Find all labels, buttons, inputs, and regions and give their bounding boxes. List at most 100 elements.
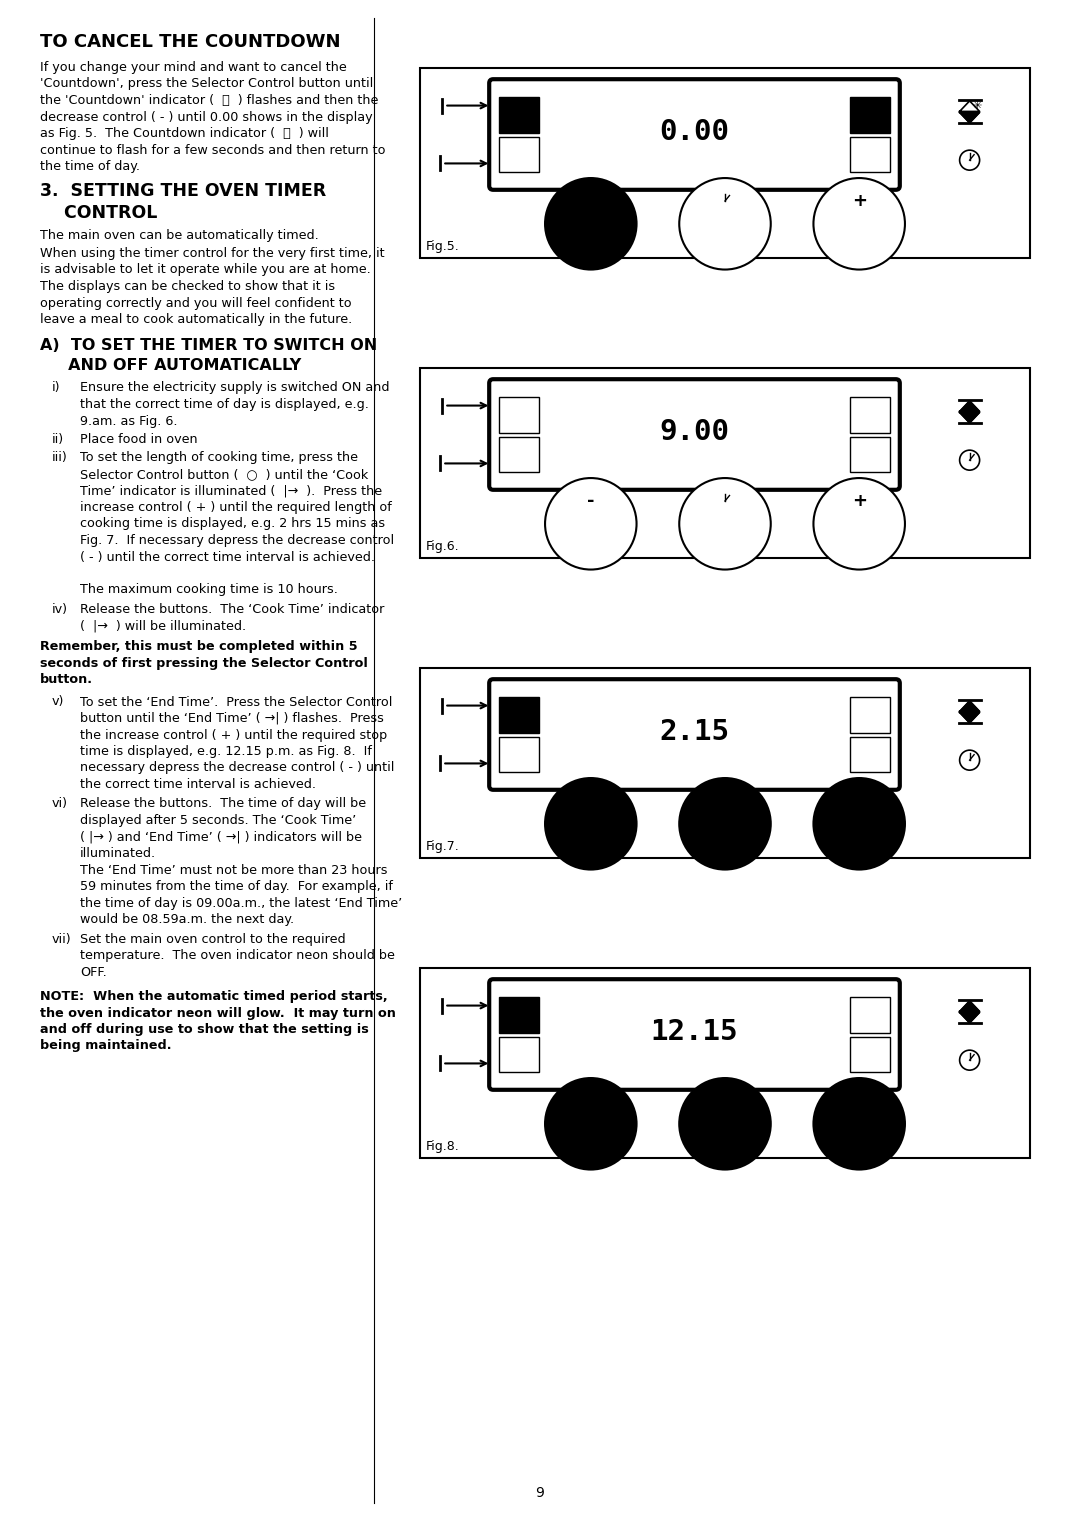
Circle shape bbox=[545, 478, 636, 570]
Circle shape bbox=[715, 792, 735, 811]
Circle shape bbox=[545, 778, 636, 869]
Bar bbox=[499, 996, 540, 1033]
Text: the oven indicator neon will glow.  It may turn on: the oven indicator neon will glow. It ma… bbox=[40, 1007, 396, 1019]
Circle shape bbox=[679, 179, 771, 269]
Text: Fig. 7.  If necessary depress the decrease control: Fig. 7. If necessary depress the decreas… bbox=[80, 533, 394, 547]
Text: 'Countdown', press the Selector Control button until: 'Countdown', press the Selector Control … bbox=[40, 78, 374, 90]
Text: The main oven can be automatically timed.: The main oven can be automatically timed… bbox=[40, 229, 319, 243]
Bar bbox=[499, 1036, 540, 1073]
Text: 9: 9 bbox=[536, 1487, 544, 1500]
Bar bbox=[499, 397, 540, 432]
Polygon shape bbox=[960, 413, 980, 423]
Text: TO CANCEL THE COUNTDOWN: TO CANCEL THE COUNTDOWN bbox=[40, 34, 340, 50]
Text: If you change your mind and want to cancel the: If you change your mind and want to canc… bbox=[40, 61, 347, 73]
Text: ii): ii) bbox=[52, 432, 64, 446]
Text: +: + bbox=[852, 193, 867, 209]
Text: operating correctly and you will feel confident to: operating correctly and you will feel co… bbox=[40, 296, 352, 310]
Polygon shape bbox=[960, 1013, 980, 1022]
Text: the correct time interval is achieved.: the correct time interval is achieved. bbox=[80, 778, 316, 792]
Text: decrease control ( - ) until 0.00 shows in the display: decrease control ( - ) until 0.00 shows … bbox=[40, 110, 373, 124]
Text: the 'Countdown' indicator (  ⧖  ) flashes and then the: the 'Countdown' indicator ( ⧖ ) flashes … bbox=[40, 95, 378, 107]
Text: iv): iv) bbox=[52, 604, 68, 616]
Text: NOTE:  When the automatic timed period starts,: NOTE: When the automatic timed period st… bbox=[40, 990, 388, 1002]
Polygon shape bbox=[960, 400, 980, 411]
Text: -: - bbox=[588, 792, 595, 810]
Text: Set the main oven control to the required: Set the main oven control to the require… bbox=[80, 932, 346, 946]
Bar bbox=[499, 96, 540, 133]
Text: being maintained.: being maintained. bbox=[40, 1039, 172, 1053]
Bar bbox=[850, 736, 890, 773]
Bar bbox=[499, 697, 540, 732]
Bar bbox=[850, 996, 890, 1033]
Circle shape bbox=[960, 1050, 980, 1070]
Text: the increase control ( + ) until the required stop: the increase control ( + ) until the req… bbox=[80, 729, 388, 741]
Text: OFF.: OFF. bbox=[80, 966, 107, 978]
Text: 3.  SETTING THE OVEN TIMER: 3. SETTING THE OVEN TIMER bbox=[40, 182, 326, 200]
Circle shape bbox=[715, 1091, 735, 1111]
Text: Fig.5.: Fig.5. bbox=[426, 240, 460, 254]
Bar bbox=[850, 437, 890, 472]
Text: +: + bbox=[852, 1093, 867, 1109]
Circle shape bbox=[960, 750, 980, 770]
Text: time is displayed, e.g. 12.15 p.m. as Fig. 8.  If: time is displayed, e.g. 12.15 p.m. as Fi… bbox=[80, 746, 372, 758]
FancyBboxPatch shape bbox=[489, 79, 900, 189]
FancyBboxPatch shape bbox=[489, 379, 900, 490]
Text: increase control ( + ) until the required length of: increase control ( + ) until the require… bbox=[80, 501, 392, 513]
Text: v): v) bbox=[52, 695, 65, 709]
Text: +: + bbox=[852, 792, 867, 810]
Text: iii): iii) bbox=[52, 451, 68, 465]
Text: the time of day is 09.00a.m., the latest ‘End Time’: the time of day is 09.00a.m., the latest… bbox=[80, 897, 402, 909]
Text: is advisable to let it operate while you are at home.: is advisable to let it operate while you… bbox=[40, 263, 370, 277]
Text: Remember, this must be completed within 5: Remember, this must be completed within … bbox=[40, 640, 357, 652]
Bar bbox=[420, 969, 1030, 1158]
Text: i): i) bbox=[52, 382, 60, 394]
Text: Place food in oven: Place food in oven bbox=[80, 432, 198, 446]
Text: button until the ‘End Time’ ( →| ) flashes.  Press: button until the ‘End Time’ ( →| ) flash… bbox=[80, 712, 383, 724]
Polygon shape bbox=[960, 1001, 980, 1012]
Text: The ‘End Time’ must not be more than 23 hours: The ‘End Time’ must not be more than 23 … bbox=[80, 863, 388, 877]
Circle shape bbox=[679, 1079, 771, 1169]
FancyBboxPatch shape bbox=[489, 680, 900, 790]
Polygon shape bbox=[960, 701, 980, 712]
Circle shape bbox=[679, 778, 771, 869]
Text: seconds of first pressing the Selector Control: seconds of first pressing the Selector C… bbox=[40, 657, 368, 669]
Text: The displays can be checked to show that it is: The displays can be checked to show that… bbox=[40, 280, 335, 293]
Text: -: - bbox=[588, 193, 595, 209]
Text: temperature.  The oven indicator neon should be: temperature. The oven indicator neon sho… bbox=[80, 949, 395, 963]
Polygon shape bbox=[960, 101, 980, 112]
Bar bbox=[420, 668, 1030, 859]
Bar bbox=[499, 136, 540, 173]
Bar bbox=[420, 368, 1030, 558]
Circle shape bbox=[679, 478, 771, 570]
Bar bbox=[850, 96, 890, 133]
Polygon shape bbox=[960, 712, 980, 723]
Circle shape bbox=[813, 478, 905, 570]
Circle shape bbox=[813, 179, 905, 269]
Text: When using the timer control for the very first time, it: When using the timer control for the ver… bbox=[40, 248, 384, 260]
Text: displayed after 5 seconds. The ‘Cook Time’: displayed after 5 seconds. The ‘Cook Tim… bbox=[80, 814, 356, 827]
Text: ( - ) until the correct time interval is achieved.: ( - ) until the correct time interval is… bbox=[80, 550, 375, 564]
Text: vi): vi) bbox=[52, 798, 68, 810]
Bar bbox=[850, 136, 890, 173]
Text: illuminated.: illuminated. bbox=[80, 847, 157, 860]
Text: button.: button. bbox=[40, 672, 93, 686]
Text: necessary depress the decrease control ( - ) until: necessary depress the decrease control (… bbox=[80, 761, 394, 775]
Text: Time’ indicator is illuminated (  |→  ).  Press the: Time’ indicator is illuminated ( |→ ). P… bbox=[80, 484, 382, 498]
Text: as Fig. 5.  The Countdown indicator (  ⧖  ) will: as Fig. 5. The Countdown indicator ( ⧖ )… bbox=[40, 127, 329, 141]
Text: AND OFF AUTOMATICALLY: AND OFF AUTOMATICALLY bbox=[40, 358, 301, 373]
Text: 59 minutes from the time of day.  For example, if: 59 minutes from the time of day. For exa… bbox=[80, 880, 393, 892]
Circle shape bbox=[715, 490, 735, 510]
Text: The maximum cooking time is 10 hours.: The maximum cooking time is 10 hours. bbox=[80, 584, 338, 596]
Text: Fig.6.: Fig.6. bbox=[426, 539, 460, 553]
Circle shape bbox=[545, 1079, 636, 1169]
Text: 9.00: 9.00 bbox=[660, 419, 729, 446]
Circle shape bbox=[960, 150, 980, 170]
Text: continue to flash for a few seconds and then return to: continue to flash for a few seconds and … bbox=[40, 144, 386, 156]
Circle shape bbox=[715, 191, 735, 211]
Text: cooking time is displayed, e.g. 2 hrs 15 mins as: cooking time is displayed, e.g. 2 hrs 15… bbox=[80, 518, 386, 530]
Text: -: - bbox=[588, 1093, 595, 1109]
Text: Fig.7.: Fig.7. bbox=[426, 840, 460, 853]
Circle shape bbox=[813, 778, 905, 869]
Text: To set the length of cooking time, press the: To set the length of cooking time, press… bbox=[80, 451, 357, 465]
FancyBboxPatch shape bbox=[489, 979, 900, 1089]
